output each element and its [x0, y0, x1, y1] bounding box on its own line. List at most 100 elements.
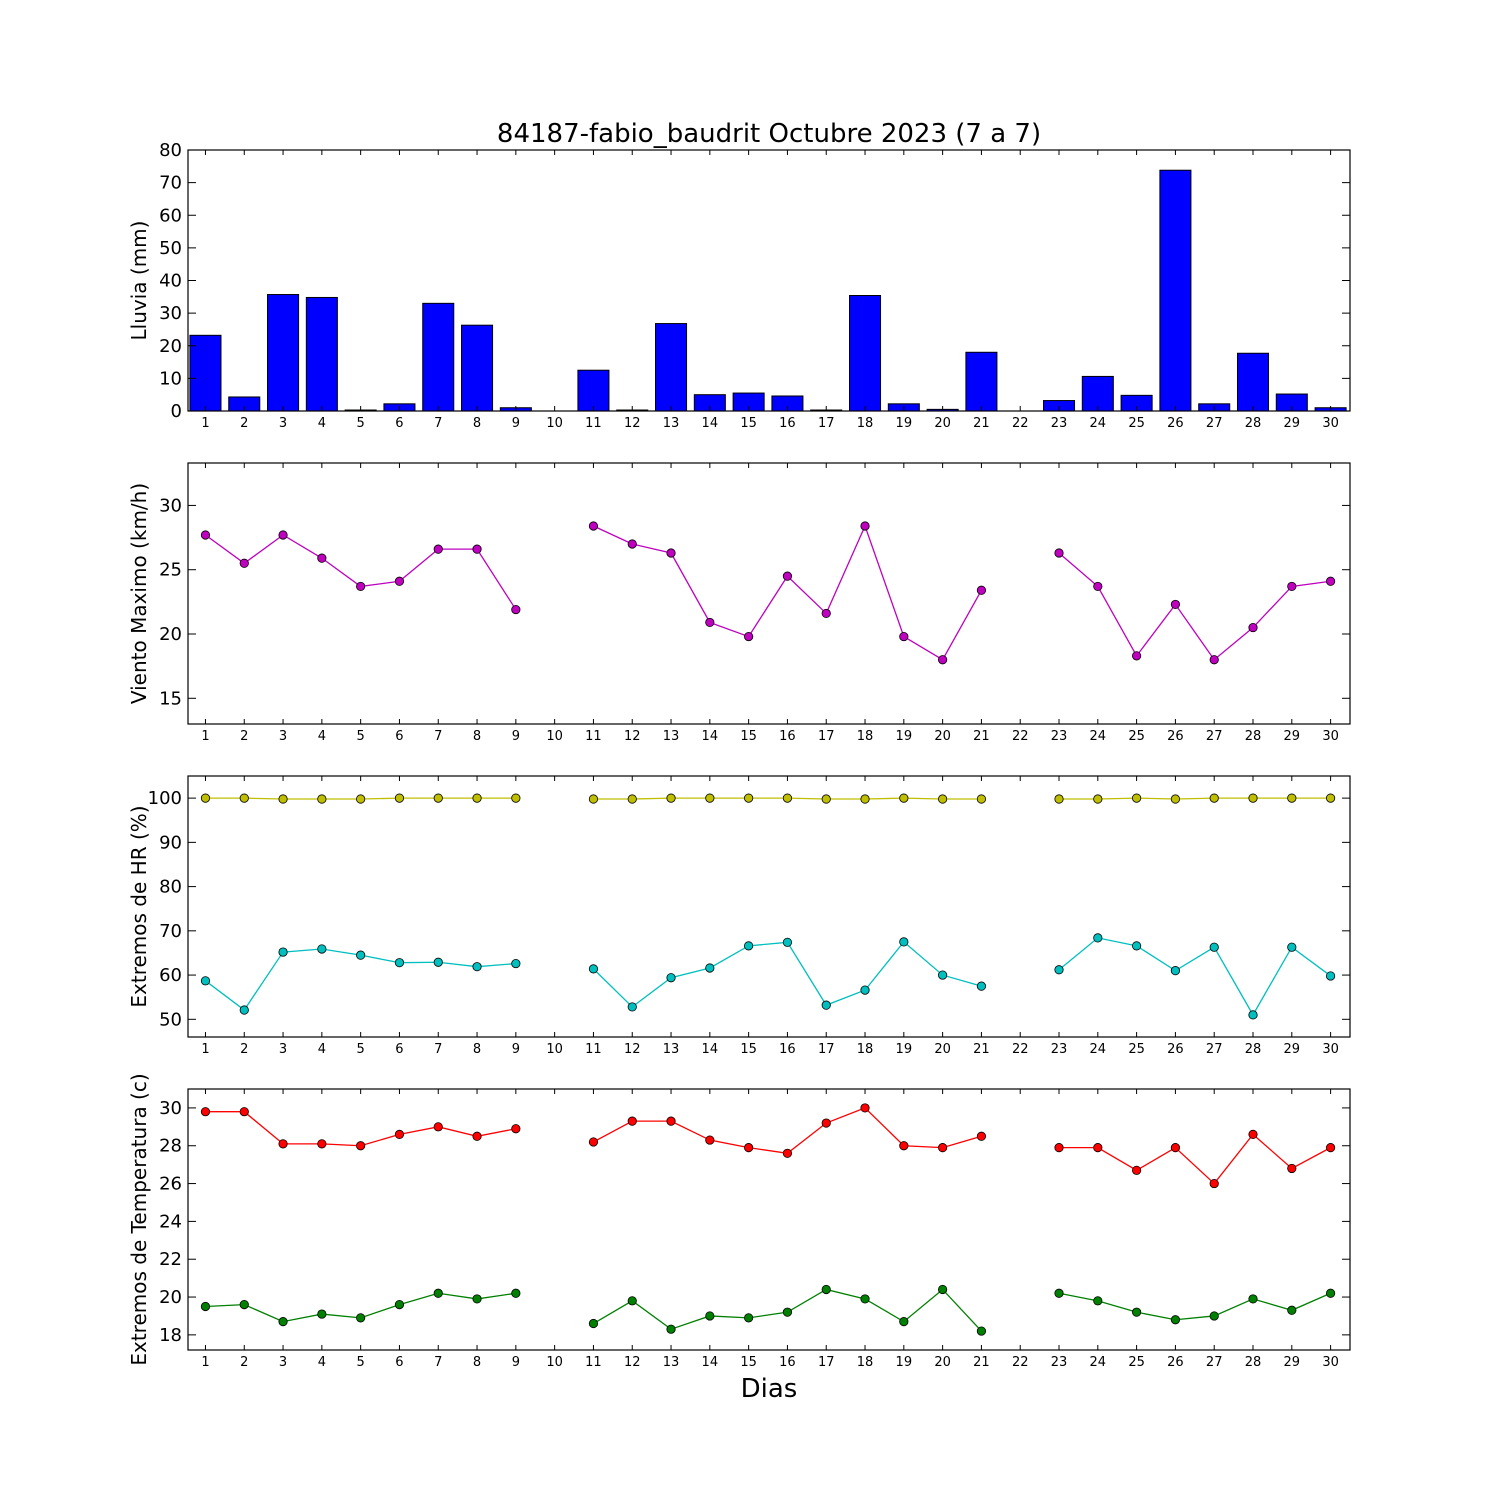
series-1-point-day-5 — [356, 1141, 366, 1151]
bar-day-28 — [1236, 352, 1270, 412]
series-2-point-day-25 — [1132, 1307, 1142, 1317]
x-tick-label: 7 — [434, 1042, 442, 1057]
x-tick-label: 22 — [1012, 1042, 1029, 1057]
series-1-point-day-20 — [938, 655, 948, 665]
series-1-point-day-7 — [433, 793, 443, 803]
series-1-point-day-20 — [938, 1143, 948, 1153]
x-tick-label: 5 — [357, 729, 365, 744]
x-tick-label: 4 — [318, 729, 326, 744]
x-tick-label: 29 — [1284, 729, 1301, 744]
x-tick-label: 23 — [1051, 416, 1068, 431]
series-1-point-day-8 — [472, 793, 482, 803]
series-1-line-segment-2 — [593, 524, 982, 661]
x-tick-label: 2 — [240, 729, 248, 744]
panel-3: 1 2 3 4 5 6 7 8 9 10 11 12 13 14 15 16 17 18 19 20 21 22 23 24 2… — [127, 775, 1351, 1057]
y-tick-label: 60 — [159, 965, 182, 986]
bar-day-4 — [305, 296, 338, 412]
x-tick-label: 22 — [1012, 1355, 1029, 1370]
bar-day-13 — [655, 323, 688, 412]
x-tick-label: 20 — [934, 1042, 951, 1057]
y-tick-label: 90 — [159, 832, 182, 853]
x-tick-label: 3 — [279, 416, 287, 431]
series-2-point-day-28 — [1248, 1010, 1258, 1020]
y-tick-label: 26 — [159, 1174, 182, 1195]
x-tick-label: 16 — [779, 1355, 796, 1370]
series-2-point-day-4 — [317, 944, 327, 954]
x-tick-label: 21 — [973, 1355, 990, 1370]
y-tick-label: 30 — [159, 495, 182, 516]
x-tick-label: 29 — [1284, 1042, 1301, 1057]
x-tick-label: 27 — [1206, 729, 1223, 744]
series-1-point-day-23 — [1054, 548, 1064, 558]
series-1-point-day-26 — [1170, 599, 1181, 610]
series-2-point-day-5 — [356, 950, 366, 960]
series-2-point-day-7 — [433, 1288, 443, 1298]
x-tick-label: 9 — [512, 1042, 520, 1057]
x-tick-label: 16 — [779, 416, 796, 431]
y-tick-label: 20 — [159, 336, 182, 357]
x-tick-label: 18 — [857, 729, 874, 744]
bar-day-24 — [1081, 375, 1114, 412]
series-2-point-day-17 — [821, 1284, 831, 1295]
x-tick-label: 17 — [818, 1355, 835, 1370]
series-1-point-day-8 — [472, 544, 482, 554]
series-1-point-day-13 — [666, 548, 676, 558]
series-1-point-day-12 — [627, 794, 637, 804]
series-2-point-day-26 — [1170, 1315, 1181, 1325]
x-tick-label: 6 — [395, 1355, 403, 1370]
x-tick-label: 26 — [1167, 729, 1184, 744]
x-tick-label: 6 — [395, 729, 403, 744]
x-tick-label: 8 — [473, 416, 481, 431]
series-1-point-day-29 — [1287, 581, 1297, 592]
y-tick-label: 0 — [171, 401, 182, 422]
x-tick-label: 13 — [663, 729, 680, 744]
x-tick-label: 19 — [896, 1042, 913, 1057]
series-2-point-day-2 — [239, 1005, 249, 1015]
series-1-point-day-5 — [356, 581, 366, 592]
y-tick-label: 28 — [159, 1136, 182, 1157]
series-2-point-day-11 — [588, 1318, 599, 1329]
y-tick-label: 22 — [159, 1249, 182, 1270]
series-1-point-day-25 — [1132, 793, 1142, 803]
series-2-point-day-9 — [511, 1288, 521, 1298]
series-1-point-day-13 — [666, 1116, 676, 1126]
series-1-point-day-27 — [1209, 655, 1219, 665]
x-tick-label: 19 — [896, 416, 913, 431]
series-1-point-day-9 — [511, 793, 521, 803]
series-1-point-day-11 — [588, 1137, 599, 1147]
x-tick-label: 24 — [1090, 1042, 1107, 1057]
x-tick-label: 1 — [201, 1042, 209, 1057]
series-2-point-day-27 — [1209, 1311, 1219, 1321]
chart-title: 84187-fabio_baudrit Octubre 2023 (7 a 7) — [497, 119, 1041, 149]
x-tick-label: 16 — [779, 1042, 796, 1057]
x-tick-label: 14 — [702, 1042, 719, 1057]
series-1-point-day-13 — [666, 793, 676, 803]
series-2-point-day-23 — [1054, 1288, 1064, 1298]
x-tick-label: 28 — [1245, 729, 1262, 744]
x-tick-label: 15 — [740, 416, 757, 431]
bar-day-3 — [267, 294, 300, 412]
bar-day-1 — [189, 334, 222, 412]
series-2-point-day-19 — [899, 937, 909, 947]
series-2-point-day-30 — [1326, 971, 1336, 981]
plot-frame — [187, 775, 1351, 1038]
x-tick-label: 20 — [934, 729, 951, 744]
x-axis-label: Dias — [741, 1374, 798, 1404]
x-tick-label: 8 — [473, 1042, 481, 1057]
panel-4: 1 2 3 4 5 6 7 8 9 10 11 12 13 14 15 16 17 18 19 20 21 22 23 24 2… — [127, 1073, 1351, 1370]
series-1-point-day-12 — [627, 539, 637, 549]
series-1-point-day-24 — [1093, 581, 1103, 592]
series-2-point-day-13 — [666, 973, 676, 983]
x-tick-label: 10 — [546, 1355, 563, 1370]
x-tick-label: 6 — [395, 416, 403, 431]
x-tick-label: 12 — [624, 729, 641, 744]
x-tick-label: 15 — [740, 729, 757, 744]
series-1-point-day-27 — [1209, 1178, 1219, 1189]
x-tick-label: 21 — [973, 416, 990, 431]
x-tick-label: 13 — [663, 1355, 680, 1370]
x-tick-label: 12 — [624, 1042, 641, 1057]
series-2-line-segment-2 — [592, 940, 982, 1008]
series-1-point-day-9 — [511, 1124, 521, 1134]
y-tick-label: 70 — [159, 173, 182, 194]
x-tick-label: 12 — [624, 1355, 641, 1370]
